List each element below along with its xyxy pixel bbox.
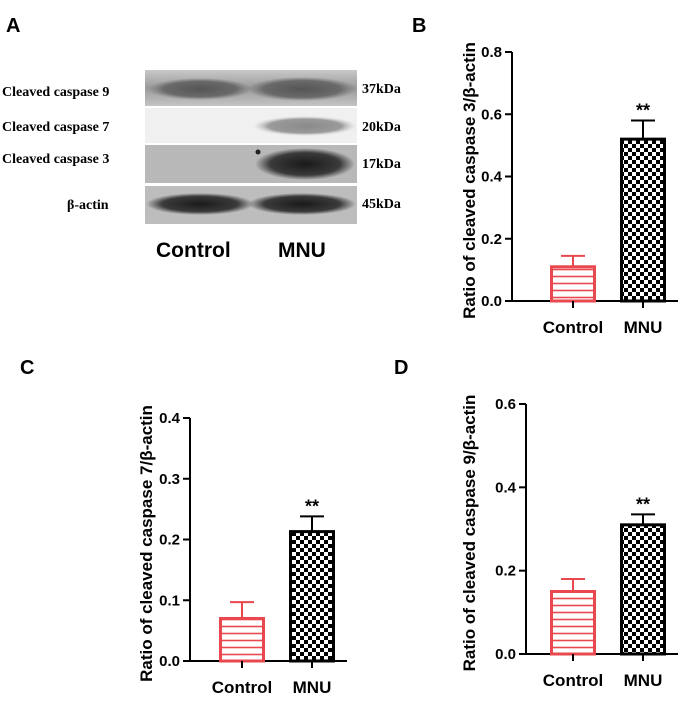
y-tick-label: 0.0 <box>481 293 502 310</box>
kda-label-caspase3: 17kDa <box>362 157 401 172</box>
panel-label-a: A <box>6 15 20 37</box>
y-tick-label: 0.0 <box>495 646 516 663</box>
x-tick-label: Control <box>543 318 603 337</box>
blot-band-control <box>148 78 252 100</box>
y-axis-title: Ratio of cleaved caspase 3/β-actin <box>460 42 479 319</box>
blot-row-caspase9 <box>145 70 357 106</box>
blot-band-mnu <box>253 116 357 136</box>
y-tick-label: 0.8 <box>481 44 502 61</box>
y-tick-label: 0.6 <box>495 396 516 413</box>
chart-b: 0.0 0.2 0.4 0.6 0.8 Control MNU ** Ratio of clea… <box>460 42 678 337</box>
kda-label-caspase7: 20kDa <box>362 120 401 135</box>
chart-c: 0.0 0.1 0.2 0.3 0.4 Control MNU ** Ratio of clea… <box>137 405 347 697</box>
y-tick-label: 0.2 <box>481 231 502 248</box>
x-tick-label: Control <box>212 678 272 697</box>
y-tick-label: 0.4 <box>495 479 517 496</box>
bar-control <box>550 265 596 303</box>
panel-label-b: B <box>412 15 426 37</box>
blot-label-actin: β-actin <box>67 198 109 213</box>
bar-control <box>219 616 265 663</box>
y-tick-label: 0.4 <box>481 169 503 186</box>
bar-mnu <box>620 523 666 656</box>
x-tick-label: MNU <box>624 318 663 337</box>
significance-marker: ** <box>636 494 650 514</box>
y-axis-title: Ratio of cleaved caspase 7/β-actin <box>137 405 156 682</box>
y-tick-label: 0.4 <box>159 410 181 427</box>
panel-label-d: D <box>394 357 408 379</box>
y-tick-label: 0.0 <box>159 653 180 670</box>
lane-label-mnu: MNU <box>278 239 326 262</box>
y-tick-label: 0.2 <box>159 532 180 549</box>
chart-d: 0.0 0.2 0.4 0.6 Control MNU ** Ratio of cleaved… <box>460 395 678 690</box>
blot-label-caspase9: Cleaved caspase 9 <box>2 85 109 100</box>
blot-band-mnu <box>255 148 355 180</box>
blot-band-control <box>146 193 254 215</box>
blot-row-actin <box>145 186 357 224</box>
blot-label-caspase7: Cleaved caspase 7 <box>2 120 109 135</box>
y-axis-title: Ratio of cleaved caspase 9/β-actin <box>460 395 479 672</box>
panel-label-c: C <box>20 357 34 379</box>
kda-label-actin: 45kDa <box>362 197 401 212</box>
blot-row-caspase7 <box>145 108 357 143</box>
y-tick-label: 0.2 <box>495 563 516 580</box>
blot-row-caspase3 <box>145 145 357 183</box>
y-tick-label: 0.1 <box>159 592 180 609</box>
blot-speck <box>255 149 261 155</box>
x-tick-label: MNU <box>293 678 332 697</box>
blot-band-mnu <box>247 77 357 101</box>
x-tick-label: Control <box>543 671 603 690</box>
bar-mnu <box>289 530 335 663</box>
y-tick-label: 0.6 <box>481 106 502 123</box>
significance-marker: ** <box>305 496 319 516</box>
blot-label-caspase3: Cleaved caspase 3 <box>2 152 109 167</box>
bar-mnu <box>620 137 666 303</box>
bar-control <box>550 590 596 656</box>
y-tick-label: 0.3 <box>159 471 180 488</box>
lane-label-control: Control <box>156 239 231 262</box>
kda-label-caspase9: 37kDa <box>362 82 401 97</box>
blot-band-mnu <box>248 193 356 215</box>
x-tick-label: MNU <box>624 671 663 690</box>
significance-marker: ** <box>636 100 650 120</box>
